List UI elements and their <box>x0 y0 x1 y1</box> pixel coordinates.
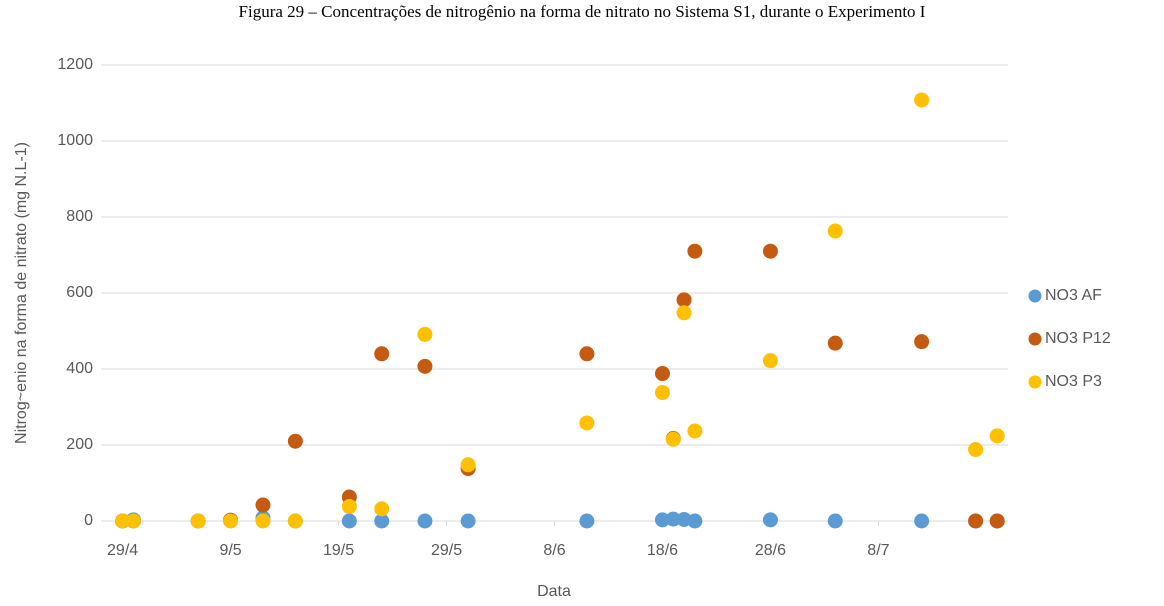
point <box>255 513 271 529</box>
point <box>190 513 206 529</box>
point <box>676 305 692 321</box>
point <box>374 346 390 362</box>
x-tick-label: 28/6 <box>755 542 786 559</box>
point <box>460 513 476 529</box>
x-tick-label: 8/7 <box>867 542 889 559</box>
point <box>460 457 476 473</box>
legend-label: NO3 P12 <box>1045 330 1111 347</box>
point <box>968 442 984 458</box>
point <box>374 513 390 529</box>
y-tick-label: 1200 <box>57 56 93 73</box>
y-tick-label: 0 <box>84 512 93 529</box>
point <box>687 513 703 529</box>
point <box>989 513 1005 529</box>
point <box>665 431 681 447</box>
point <box>417 326 433 342</box>
y-axis-label: Nitrog~enio na forma de nitrato (mg N.L-… <box>13 142 30 444</box>
point <box>827 335 843 351</box>
point <box>762 243 778 259</box>
point <box>287 433 303 449</box>
legend-marker <box>1028 289 1042 303</box>
point <box>676 292 692 308</box>
point <box>654 366 670 382</box>
point <box>374 501 390 517</box>
point <box>989 428 1005 444</box>
point <box>417 358 433 374</box>
point <box>654 385 670 401</box>
legend-label: NO3 P3 <box>1045 373 1102 390</box>
point <box>665 511 681 527</box>
point <box>654 512 670 528</box>
point <box>914 92 930 108</box>
point <box>417 513 433 529</box>
point <box>223 513 239 529</box>
x-tick-label: 19/5 <box>323 542 354 559</box>
point <box>579 415 595 431</box>
y-tick-label: 1000 <box>57 132 93 149</box>
point <box>914 334 930 350</box>
point <box>287 513 303 529</box>
y-tick-label: 800 <box>66 208 93 225</box>
legend-label: NO3 AF <box>1045 287 1102 304</box>
legend-marker <box>1028 332 1042 346</box>
point <box>255 497 271 513</box>
y-tick-label: 600 <box>66 284 93 301</box>
point <box>115 513 131 529</box>
x-tick-label: 9/5 <box>219 542 241 559</box>
x-tick-label: 18/6 <box>647 542 678 559</box>
point <box>968 513 984 529</box>
x-tick-label: 29/4 <box>107 542 138 559</box>
point <box>914 513 930 529</box>
point <box>827 223 843 239</box>
y-tick-label: 400 <box>66 360 93 377</box>
legend-marker <box>1028 375 1042 389</box>
point <box>762 512 778 528</box>
point <box>687 243 703 259</box>
chart-title: Figura 29 – Concentrações de nitrogênio … <box>239 2 926 21</box>
x-tick-label: 8/6 <box>543 542 565 559</box>
point <box>827 513 843 529</box>
x-axis-label: Data <box>537 583 571 600</box>
point <box>579 513 595 529</box>
x-tick-label: 29/5 <box>431 542 462 559</box>
point <box>125 513 141 529</box>
point <box>341 513 357 529</box>
point <box>687 423 703 439</box>
point <box>579 346 595 362</box>
point <box>341 499 357 515</box>
point <box>762 353 778 369</box>
y-tick-label: 200 <box>66 436 93 453</box>
